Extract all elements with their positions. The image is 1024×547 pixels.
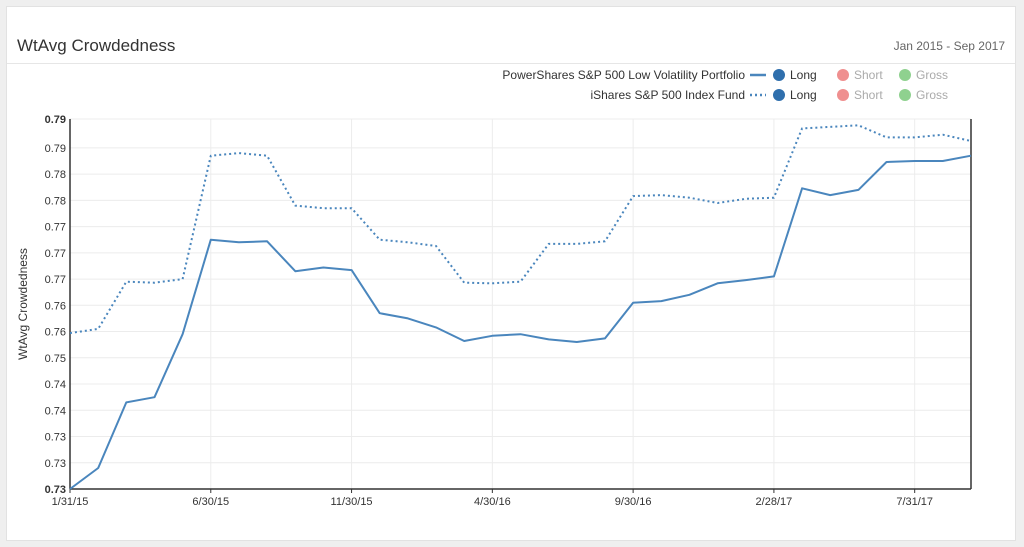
y-tick-label: 0.77	[45, 222, 66, 234]
x-tick-label: 6/30/15	[192, 496, 229, 508]
legend-toggle-short[interactable]: Short	[837, 68, 883, 82]
y-tick-label: 0.79	[45, 143, 66, 155]
legend-series-name: PowerShares S&P 500 Low Volatility Portf…	[502, 68, 745, 82]
x-tick-label: 7/31/17	[896, 496, 933, 508]
y-tick-label: 0.76	[45, 327, 66, 339]
y-tick-label: 0.75	[45, 353, 66, 365]
y-tick-label: 0.79	[45, 114, 66, 126]
date-range: Jan 2015 - Sep 2017	[893, 39, 1005, 53]
legend-dot-icon	[773, 69, 785, 81]
y-tick-label: 0.73	[45, 432, 66, 444]
x-tick-label: 11/30/15	[331, 496, 373, 508]
legend-toggle-label: Gross	[916, 68, 948, 82]
legend-toggle-label: Short	[854, 68, 883, 82]
legend-toggle-label: Long	[790, 88, 817, 102]
legend-dot-icon	[837, 69, 849, 81]
y-tick-label: 0.77	[45, 248, 66, 260]
series-line-ishares	[69, 124, 972, 335]
x-tick-label: 2/28/17	[756, 496, 793, 508]
legend-dot-icon	[899, 69, 911, 81]
legend-toggle-long[interactable]: Long	[773, 88, 817, 102]
y-tick-label: 0.78	[45, 195, 66, 207]
legend-dot-icon	[773, 89, 785, 101]
x-tick-label: 9/30/16	[615, 496, 652, 508]
x-tick-label: 4/30/16	[474, 496, 511, 508]
legend-toggle-label: Gross	[916, 88, 948, 102]
legend-toggle-label: Long	[790, 68, 817, 82]
legend-dot-icon	[837, 89, 849, 101]
y-tick-label: 0.73	[45, 458, 66, 470]
legend-series-name: iShares S&P 500 Index Fund	[590, 88, 745, 102]
y-tick-label: 0.78	[45, 169, 66, 181]
grid-lines	[69, 118, 971, 490]
legend-dot-icon	[899, 89, 911, 101]
series-line-powershares	[69, 154, 972, 490]
legend: PowerShares S&P 500 Low Volatility Portf…	[502, 68, 948, 102]
legend-toggle-gross[interactable]: Gross	[899, 68, 948, 82]
y-tick-label: 0.76	[45, 300, 66, 312]
legend-toggle-short[interactable]: Short	[837, 88, 883, 102]
chart-header: WtAvg Crowdedness Jan 2015 - Sep 2017	[7, 7, 1015, 64]
axes: 0.73 0.73 0.73 0.74 0.74 0.75 0.76 0.76 0.77 0.77…	[45, 114, 972, 508]
chart-title: WtAvg Crowdedness	[17, 36, 176, 55]
series-lines	[69, 124, 972, 490]
y-tick-label: 0.74	[45, 405, 66, 417]
y-tick-label: 0.73	[45, 484, 66, 496]
y-axis-title: WtAvg Crowdedness	[16, 248, 30, 360]
x-tick-label: 1/31/15	[52, 496, 89, 508]
y-tick-label: 0.74	[45, 379, 66, 391]
y-tick-label: 0.77	[45, 274, 66, 286]
legend-toggle-label: Short	[854, 88, 883, 102]
legend-toggle-long[interactable]: Long	[773, 68, 817, 82]
legend-toggle-gross[interactable]: Gross	[899, 88, 948, 102]
